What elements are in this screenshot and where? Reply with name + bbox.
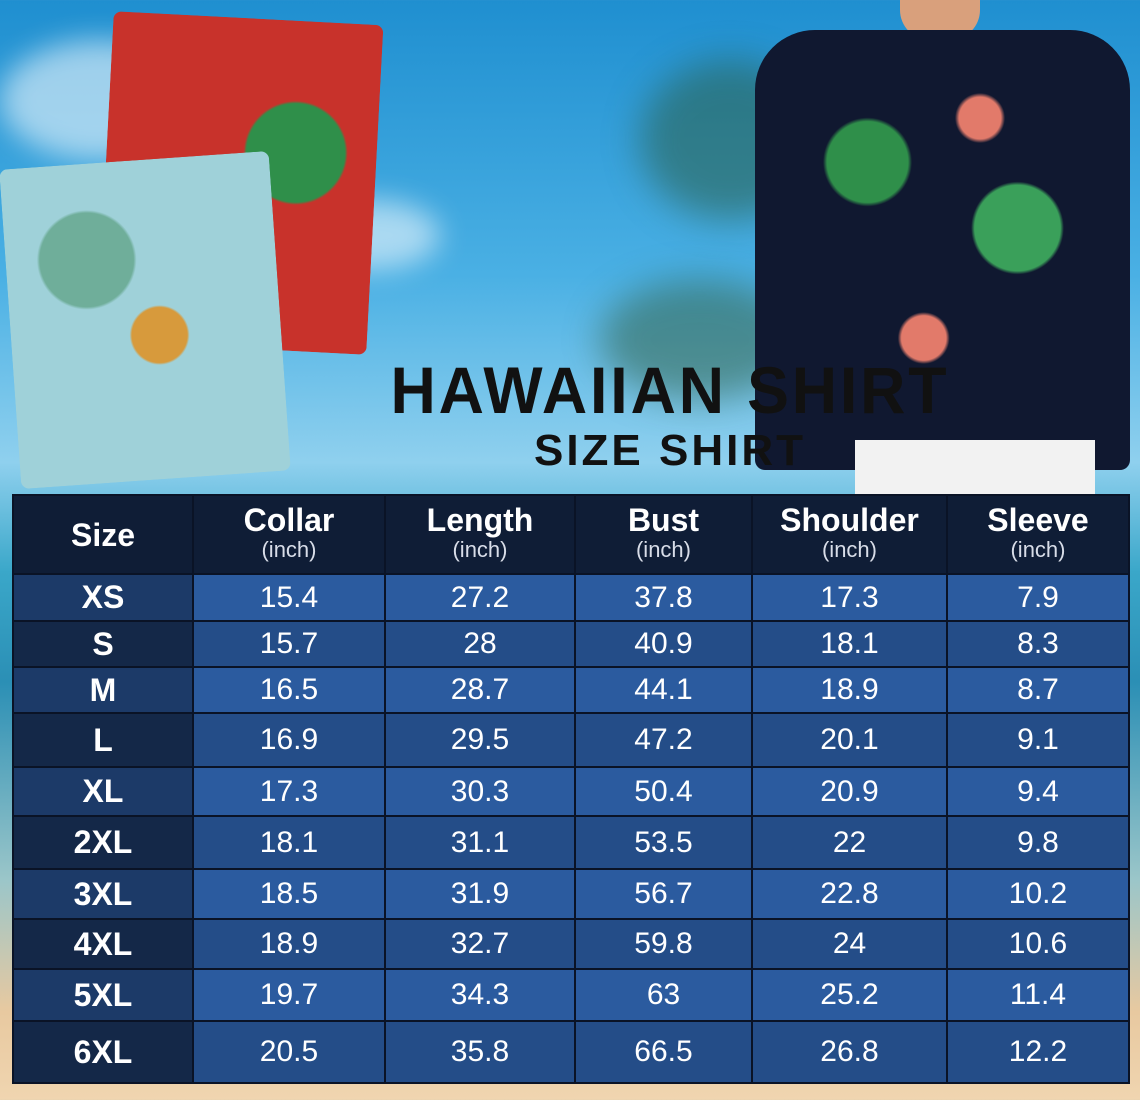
table-row: 5XL 19.7 34.3 63 25.2 11.4 — [12, 968, 1130, 1022]
measurement-cell-collar: 18.9 — [192, 918, 386, 970]
measurement-cell-bust: 37.8 — [574, 573, 753, 622]
measurement-cell-sleeve: 8.7 — [946, 666, 1130, 714]
column-header-label: Length — [426, 501, 534, 538]
measurement-cell-collar: 18.5 — [192, 868, 386, 920]
table-row: XL 17.3 30.3 50.4 20.9 9.4 — [12, 766, 1130, 817]
measurement-cell-shoulder: 25.2 — [751, 968, 948, 1022]
measurement-cell-bust: 50.4 — [574, 766, 753, 817]
column-header-sleeve: Sleeve (inch) — [946, 494, 1130, 575]
measurement-cell-bust: 53.5 — [574, 815, 753, 870]
measurement-cell-collar: 16.5 — [192, 666, 386, 714]
measurement-cell-bust: 66.5 — [574, 1020, 753, 1084]
measurement-cell-bust: 47.2 — [574, 712, 753, 768]
measurement-cell-sleeve: 11.4 — [946, 968, 1130, 1022]
column-header-unit: (inch) — [821, 536, 877, 562]
measurement-cell-collar: 15.7 — [192, 620, 386, 668]
table-header-row: Size Collar (inch) Length (inch) Bust (inch) Sh… — [12, 494, 1130, 575]
size-label-cell: L — [12, 712, 194, 768]
measurement-cell-sleeve: 7.9 — [946, 573, 1130, 622]
column-header-unit: (inch) — [635, 536, 691, 562]
column-header-label: Collar — [243, 501, 335, 538]
column-header-label: Sleeve — [987, 501, 1089, 538]
size-label-cell: S — [12, 620, 194, 668]
measurement-cell-sleeve: 8.3 — [946, 620, 1130, 668]
measurement-cell-length: 29.5 — [384, 712, 576, 768]
size-chart-table: Size Collar (inch) Length (inch) Bust (inch) Sh… — [12, 494, 1130, 1084]
measurement-cell-shoulder: 18.1 — [751, 620, 948, 668]
measurement-cell-shoulder: 22.8 — [751, 868, 948, 920]
measurement-cell-length: 31.1 — [384, 815, 576, 870]
size-label-cell: 2XL — [12, 815, 194, 870]
column-header-unit: (inch) — [452, 536, 508, 562]
column-header-collar: Collar (inch) — [192, 494, 386, 575]
table-row: 4XL 18.9 32.7 59.8 24 10.6 — [12, 918, 1130, 970]
size-label-cell: 5XL — [12, 968, 194, 1022]
column-header-size: Size — [12, 494, 194, 575]
measurement-cell-length: 34.3 — [384, 968, 576, 1022]
measurement-cell-shoulder: 22 — [751, 815, 948, 870]
table-row: XS 15.4 27.2 37.8 17.3 7.9 — [12, 573, 1130, 622]
model-wearing-flamingo-shirt-image — [755, 30, 1130, 470]
table-row: M 16.5 28.7 44.1 18.9 8.7 — [12, 666, 1130, 714]
measurement-cell-collar: 15.4 — [192, 573, 386, 622]
measurement-cell-length: 30.3 — [384, 766, 576, 817]
size-label-cell: M — [12, 666, 194, 714]
measurement-cell-length: 35.8 — [384, 1020, 576, 1084]
table-row: L 16.9 29.5 47.2 20.1 9.1 — [12, 712, 1130, 768]
measurement-cell-shoulder: 20.1 — [751, 712, 948, 768]
column-header-label: Shoulder — [780, 501, 919, 538]
size-label-cell: 4XL — [12, 918, 194, 970]
measurement-cell-shoulder: 26.8 — [751, 1020, 948, 1084]
page-title: HAWAIIAN SHIRT — [390, 353, 950, 427]
table-row: S 15.7 28 40.9 18.1 8.3 — [12, 620, 1130, 668]
table-row: 6XL 20.5 35.8 66.5 26.8 12.2 — [12, 1020, 1130, 1084]
measurement-cell-collar: 19.7 — [192, 968, 386, 1022]
measurement-cell-bust: 56.7 — [574, 868, 753, 920]
table-row: 2XL 18.1 31.1 53.5 22 9.8 — [12, 815, 1130, 870]
measurement-cell-collar: 20.5 — [192, 1020, 386, 1084]
measurement-cell-sleeve: 9.8 — [946, 815, 1130, 870]
measurement-cell-collar: 17.3 — [192, 766, 386, 817]
measurement-cell-collar: 16.9 — [192, 712, 386, 768]
measurement-cell-shoulder: 18.9 — [751, 666, 948, 714]
measurement-cell-sleeve: 9.4 — [946, 766, 1130, 817]
column-header-label: Size — [70, 516, 136, 553]
measurement-cell-length: 28.7 — [384, 666, 576, 714]
measurement-cell-shoulder: 24 — [751, 918, 948, 970]
measurement-cell-collar: 18.1 — [192, 815, 386, 870]
column-header-length: Length (inch) — [384, 494, 576, 575]
measurement-cell-sleeve: 9.1 — [946, 712, 1130, 768]
measurement-cell-length: 32.7 — [384, 918, 576, 970]
table-row: 3XL 18.5 31.9 56.7 22.8 10.2 — [12, 868, 1130, 920]
measurement-cell-bust: 40.9 — [574, 620, 753, 668]
measurement-cell-sleeve: 10.6 — [946, 918, 1130, 970]
measurement-cell-length: 27.2 — [384, 573, 576, 622]
size-label-cell: XS — [12, 573, 194, 622]
size-label-cell: 3XL — [12, 868, 194, 920]
size-label-cell: 6XL — [12, 1020, 194, 1084]
size-label-cell: XL — [12, 766, 194, 817]
measurement-cell-bust: 59.8 — [574, 918, 753, 970]
column-header-label: Bust — [627, 501, 700, 538]
measurement-cell-length: 31.9 — [384, 868, 576, 920]
column-header-unit: (inch) — [261, 536, 317, 562]
model-pants — [855, 440, 1095, 495]
measurement-cell-length: 28 — [384, 620, 576, 668]
measurement-cell-sleeve: 10.2 — [946, 868, 1130, 920]
page-subtitle: SIZE SHIRT — [533, 426, 807, 475]
measurement-cell-shoulder: 17.3 — [751, 573, 948, 622]
measurement-cell-sleeve: 12.2 — [946, 1020, 1130, 1084]
measurement-cell-bust: 63 — [574, 968, 753, 1022]
measurement-cell-shoulder: 20.9 — [751, 766, 948, 817]
column-header-shoulder: Shoulder (inch) — [751, 494, 948, 575]
column-header-unit: (inch) — [1010, 536, 1066, 562]
measurement-cell-bust: 44.1 — [574, 666, 753, 714]
column-header-bust: Bust (inch) — [574, 494, 753, 575]
